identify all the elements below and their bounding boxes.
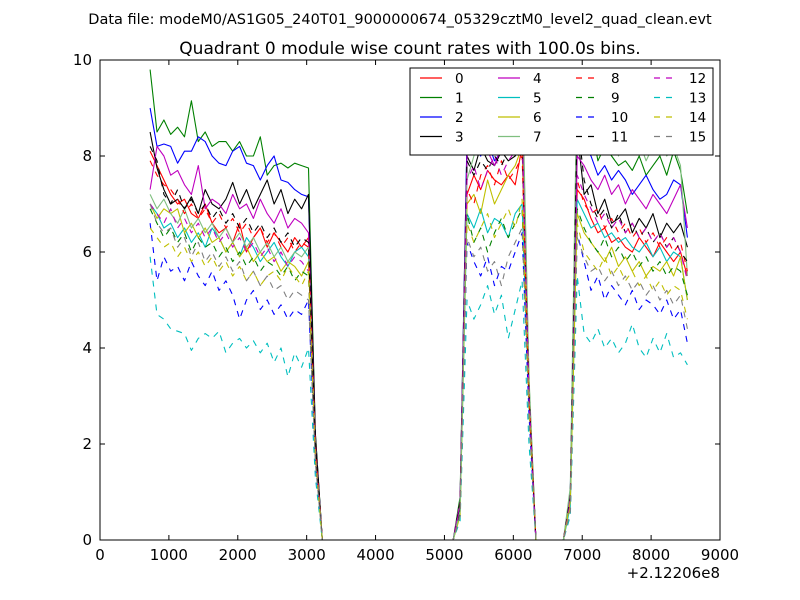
legend-label-14: 14 [689,110,706,126]
x-tick-label: 8000 [632,546,670,564]
legend-frame [409,67,714,156]
legend-label-12: 12 [689,71,706,87]
chart-title: Quadrant 0 module wise count rates with … [179,39,640,59]
x-tick-label: 5000 [425,546,463,564]
legend-label-3: 3 [455,130,464,146]
legend-label-4: 4 [533,71,542,87]
series-12-line-segment-1 [329,136,537,541]
x-axis-offset-label: +2.12206e8 [627,564,720,582]
series-12-line-segment-0 [149,203,323,541]
x-tick-label: 7000 [563,546,601,564]
x-tick-label: 1000 [150,546,188,564]
plot-frame [99,59,721,541]
x-tick-label: 2000 [219,546,257,564]
y-tick-label: 10 [73,51,92,69]
series-0-line-segment-0 [149,150,323,541]
series-15-line-segment-2 [542,237,688,541]
x-tick-label: 0 [95,546,105,564]
series-14-line-segment-2 [542,222,688,541]
series-9-line-segment-0 [149,208,323,541]
series-11-line-segment-2 [542,117,688,541]
series-15-line-segment-1 [329,227,537,541]
series-7-line-segment-0 [149,194,323,541]
x-tick-label: 9000 [701,546,739,564]
legend-label-0: 0 [455,71,464,87]
legend-label-13: 13 [689,91,706,107]
series-0-line-segment-2 [542,189,688,541]
series-10-line-segment-0 [149,223,323,541]
y-tick-label: 2 [82,435,92,453]
series-9-line-segment-2 [542,208,688,541]
legend-label-10: 10 [611,110,628,126]
series-5-line-segment-2 [542,198,688,541]
axis-ticks-layer: 0 1000 2000 3000 4000 5000 6000 7000 8000 9000 0 2 4… [73,51,739,564]
legend-label-8: 8 [611,71,620,87]
series-13-line-segment-2 [542,275,688,541]
series-11-line-segment-0 [149,146,323,541]
x-tick-label: 6000 [494,546,532,564]
legend-label-6: 6 [533,110,542,126]
legend-label-11: 11 [611,130,628,146]
y-tick-label: 8 [82,147,92,165]
series-4-line-segment-2 [542,155,688,541]
x-tick-label: 4000 [356,546,394,564]
series-8-line-segment-2 [542,179,688,541]
series-9-line-segment-1 [329,208,537,541]
series-15-line-segment-0 [149,203,323,541]
legend-label-7: 7 [533,130,542,146]
y-tick-label: 4 [82,339,92,357]
series-6-line-segment-2 [542,213,688,541]
series-12-line-segment-2 [542,174,688,541]
figure-suptitle: Data file: modeM0/AS1G05_240T01_90000006… [88,12,712,28]
legend-label-1: 1 [455,91,464,107]
series-13-line-segment-0 [149,256,323,541]
series-14-line-segment-0 [149,227,323,541]
legend-label-2: 2 [455,110,464,126]
series-4-line-segment-0 [149,145,323,541]
y-tick-label: 0 [82,531,92,549]
legend-label-5: 5 [533,91,542,107]
series-8-line-segment-0 [149,160,323,541]
series-1-line-segment-0 [149,69,323,541]
series-8-line-segment-1 [329,155,537,541]
x-tick-label: 3000 [288,546,326,564]
legend-label-9: 9 [611,91,620,107]
y-tick-label: 6 [82,243,92,261]
legend-label-15: 15 [689,130,706,146]
series-6-line-segment-0 [149,203,323,541]
series-2-line-segment-0 [149,107,323,541]
